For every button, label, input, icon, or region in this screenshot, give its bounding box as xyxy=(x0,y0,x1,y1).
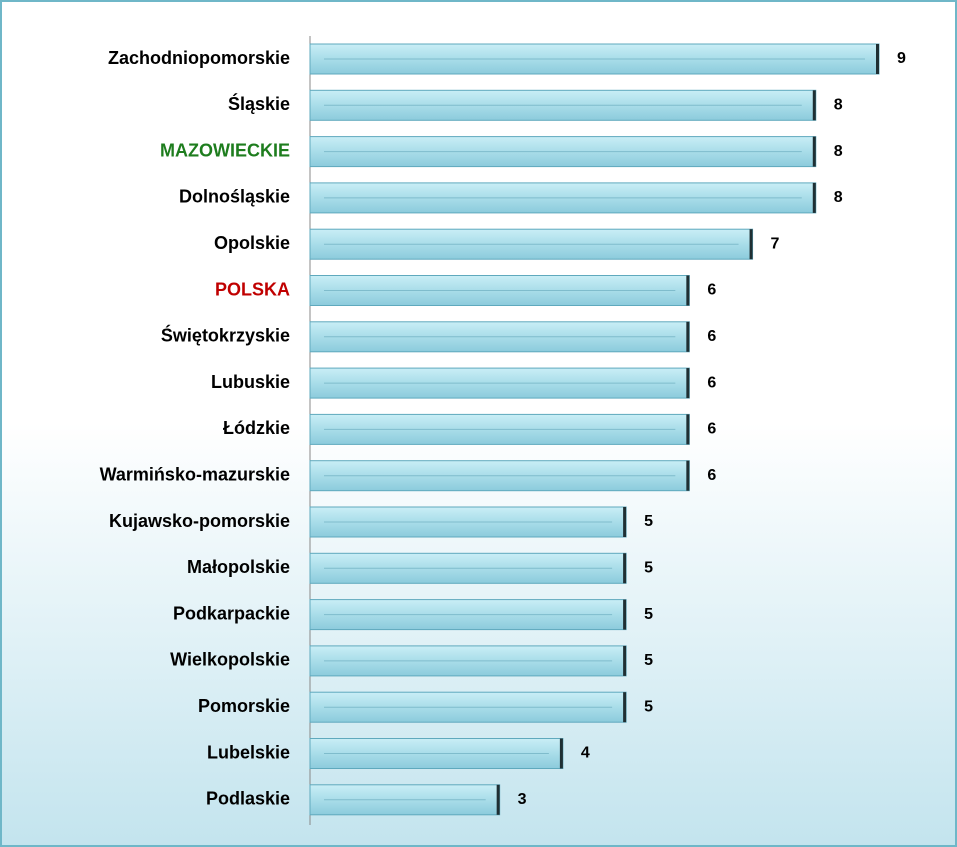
bar-end xyxy=(812,136,816,167)
category-label: POLSKA xyxy=(215,279,290,299)
category-label: Pomorskie xyxy=(198,696,290,716)
bar-end xyxy=(559,738,563,769)
bar-end xyxy=(686,414,690,445)
bar-end xyxy=(686,460,690,491)
value-label: 5 xyxy=(644,606,653,623)
bar-end xyxy=(876,44,879,74)
category-label: Podkarpackie xyxy=(173,603,290,623)
value-label: 6 xyxy=(707,328,716,345)
value-label: 7 xyxy=(771,235,780,252)
category-label: Opolskie xyxy=(214,233,290,253)
bar-end xyxy=(623,599,627,630)
bar-end xyxy=(623,507,627,537)
value-label: 6 xyxy=(707,374,716,391)
value-label: 4 xyxy=(581,745,590,762)
category-label: Śląskie xyxy=(228,93,290,114)
category-label: Warmińsko-mazurskie xyxy=(100,464,290,484)
category-label: Świętokrzyskie xyxy=(161,325,290,346)
category-label: Kujawsko-pomorskie xyxy=(109,511,290,531)
value-label: 8 xyxy=(834,97,843,114)
value-label: 5 xyxy=(644,560,653,577)
value-label: 5 xyxy=(644,513,653,530)
category-label: Podlaskie xyxy=(206,789,290,809)
value-label: 6 xyxy=(707,421,716,438)
value-label: 9 xyxy=(897,50,906,67)
value-label: 6 xyxy=(707,467,716,484)
bar-end xyxy=(623,553,627,584)
category-label: Wielkopolskie xyxy=(170,650,290,670)
category-label: Lubelskie xyxy=(207,742,290,762)
bar-end xyxy=(496,784,500,815)
category-label: Dolnośląskie xyxy=(179,187,290,207)
bar-end xyxy=(686,321,690,352)
value-label: 3 xyxy=(518,791,527,808)
bar-end xyxy=(749,229,753,260)
category-label: Łódzkie xyxy=(223,418,290,438)
bar-end xyxy=(623,645,627,676)
value-label: 8 xyxy=(834,143,843,160)
bar-end xyxy=(812,182,816,213)
category-label: Lubuskie xyxy=(211,372,290,392)
value-label: 8 xyxy=(834,189,843,206)
bar-end xyxy=(812,90,816,121)
value-label: 5 xyxy=(644,698,653,715)
category-label: Małopolskie xyxy=(187,557,290,577)
category-label: Zachodniopomorskie xyxy=(108,48,290,68)
value-label: 6 xyxy=(707,282,716,299)
category-label: MAZOWIECKIE xyxy=(160,140,290,160)
bar-end xyxy=(686,275,690,306)
bar-end xyxy=(623,692,627,723)
bar-end xyxy=(686,368,690,399)
value-label: 5 xyxy=(644,652,653,669)
